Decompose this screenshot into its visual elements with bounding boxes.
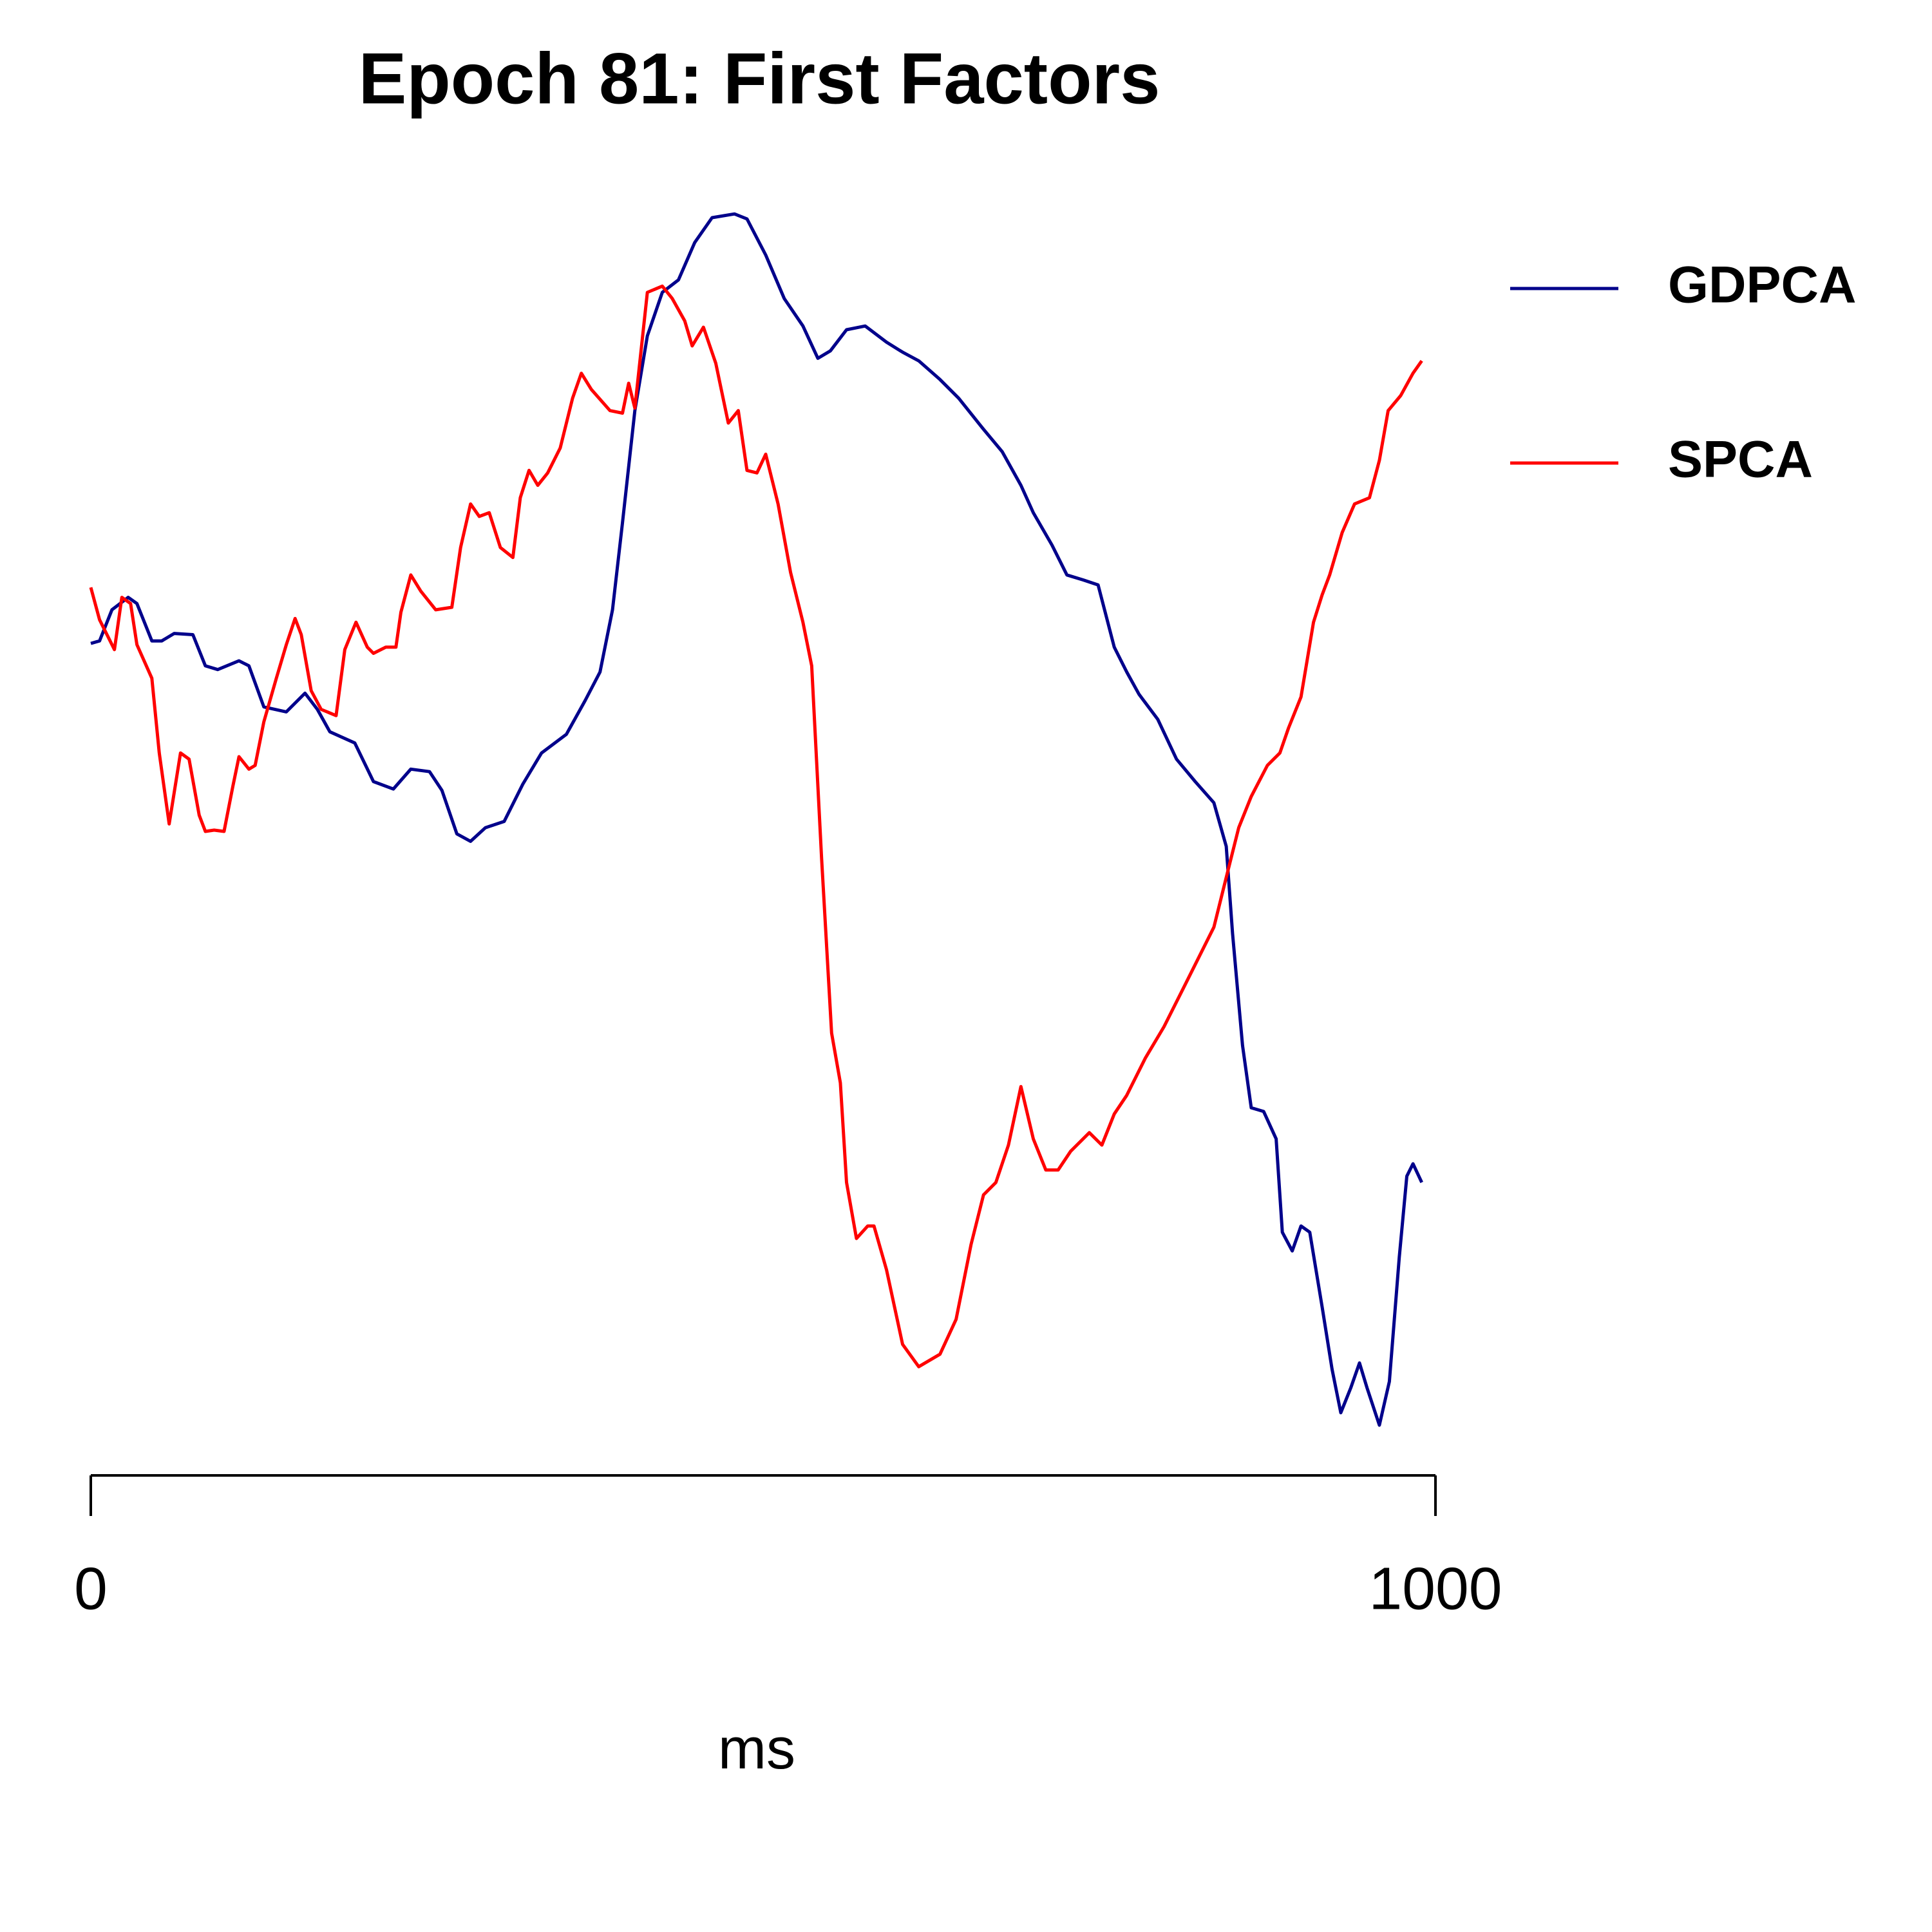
x-tick-label: 1000 bbox=[1369, 1555, 1502, 1622]
legend-label: SPCA bbox=[1668, 430, 1813, 488]
line-series bbox=[89, 284, 1423, 1368]
legend-label: GDPCA bbox=[1668, 256, 1857, 314]
chart-title: Epoch 81: First Factors bbox=[359, 39, 1160, 119]
x-tick-label: 0 bbox=[74, 1555, 108, 1622]
line-series bbox=[90, 212, 1423, 1427]
x-axis-label: ms bbox=[718, 1717, 795, 1781]
